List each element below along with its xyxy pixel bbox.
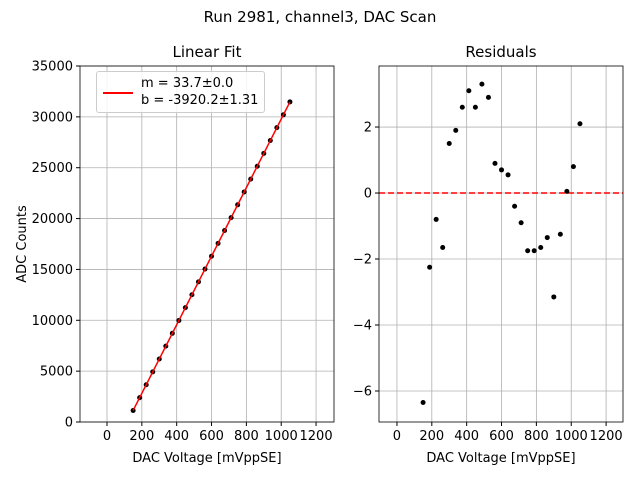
x-tick-label: 400 — [454, 429, 479, 444]
x-tick-label: 0 — [393, 429, 401, 444]
y-tick-label: 0 — [65, 416, 73, 431]
y-tick-label: 5000 — [40, 365, 73, 380]
data-point — [544, 235, 550, 241]
x-tick-label: 0 — [103, 429, 111, 444]
y-tick-label: 25000 — [32, 161, 73, 176]
y-tick-label: −6 — [353, 384, 372, 399]
x-tick-label: 600 — [199, 429, 224, 444]
data-point — [130, 408, 136, 414]
y-tick-label: −4 — [353, 318, 372, 333]
y-tick-label: 10000 — [32, 314, 73, 329]
x-tick-label: 1000 — [555, 429, 588, 444]
fit-line — [132, 101, 291, 411]
data-point — [499, 167, 505, 173]
y-tick-label: 20000 — [32, 212, 73, 227]
axes-title: Residuals — [465, 43, 536, 61]
axes-frame — [79, 65, 335, 423]
y-tick-label: 35000 — [32, 60, 73, 75]
data-point — [472, 104, 478, 110]
legend: m = 33.7±0.0 b = -3920.2±1.31 — [96, 71, 266, 113]
data-point — [564, 188, 570, 194]
figure-title: Run 2981, channel3, DAC Scan — [204, 8, 437, 26]
data-point — [466, 88, 472, 94]
x-tick-label: 1200 — [300, 429, 333, 444]
axes-title: Linear Fit — [173, 43, 242, 61]
y-axis-label: ADC Counts — [15, 205, 30, 283]
data-point — [453, 127, 459, 133]
data-point — [420, 400, 426, 406]
data-point — [557, 231, 563, 237]
legend-swatch — [103, 92, 133, 94]
y-tick-label: −2 — [353, 253, 372, 268]
data-point — [459, 104, 465, 110]
x-tick-label: 1000 — [265, 429, 298, 444]
y-tick-label: 30000 — [32, 110, 73, 125]
y-tick-label: 2 — [364, 121, 372, 136]
x-tick-label: 200 — [419, 429, 444, 444]
data-point — [551, 294, 557, 300]
data-point — [479, 81, 485, 87]
data-point — [518, 220, 524, 226]
data-point — [287, 99, 293, 105]
axes-frame — [378, 65, 624, 423]
data-point — [525, 248, 531, 254]
data-point — [505, 172, 511, 178]
data-point — [512, 203, 518, 209]
data-point — [570, 164, 576, 170]
data-point — [531, 248, 537, 254]
x-tick-label: 1200 — [590, 429, 623, 444]
data-point — [433, 216, 439, 222]
x-tick-label: 400 — [164, 429, 189, 444]
x-tick-label: 800 — [234, 429, 259, 444]
data-point — [492, 160, 498, 166]
data-point — [577, 121, 583, 127]
data-point — [427, 264, 433, 270]
data-point — [485, 94, 491, 100]
x-axis-label: DAC Voltage [mVppSE] — [426, 451, 575, 466]
y-tick-label: 0 — [364, 187, 372, 202]
x-axis-label: DAC Voltage [mVppSE] — [132, 451, 281, 466]
legend-label: m = 33.7±0.0 b = -3920.2±1.31 — [141, 76, 259, 108]
x-tick-label: 800 — [524, 429, 549, 444]
x-tick-label: 600 — [489, 429, 514, 444]
x-tick-label: 200 — [129, 429, 154, 444]
data-point — [440, 244, 446, 250]
data-point — [538, 244, 544, 250]
data-point — [446, 141, 452, 147]
y-tick-label: 15000 — [32, 263, 73, 278]
